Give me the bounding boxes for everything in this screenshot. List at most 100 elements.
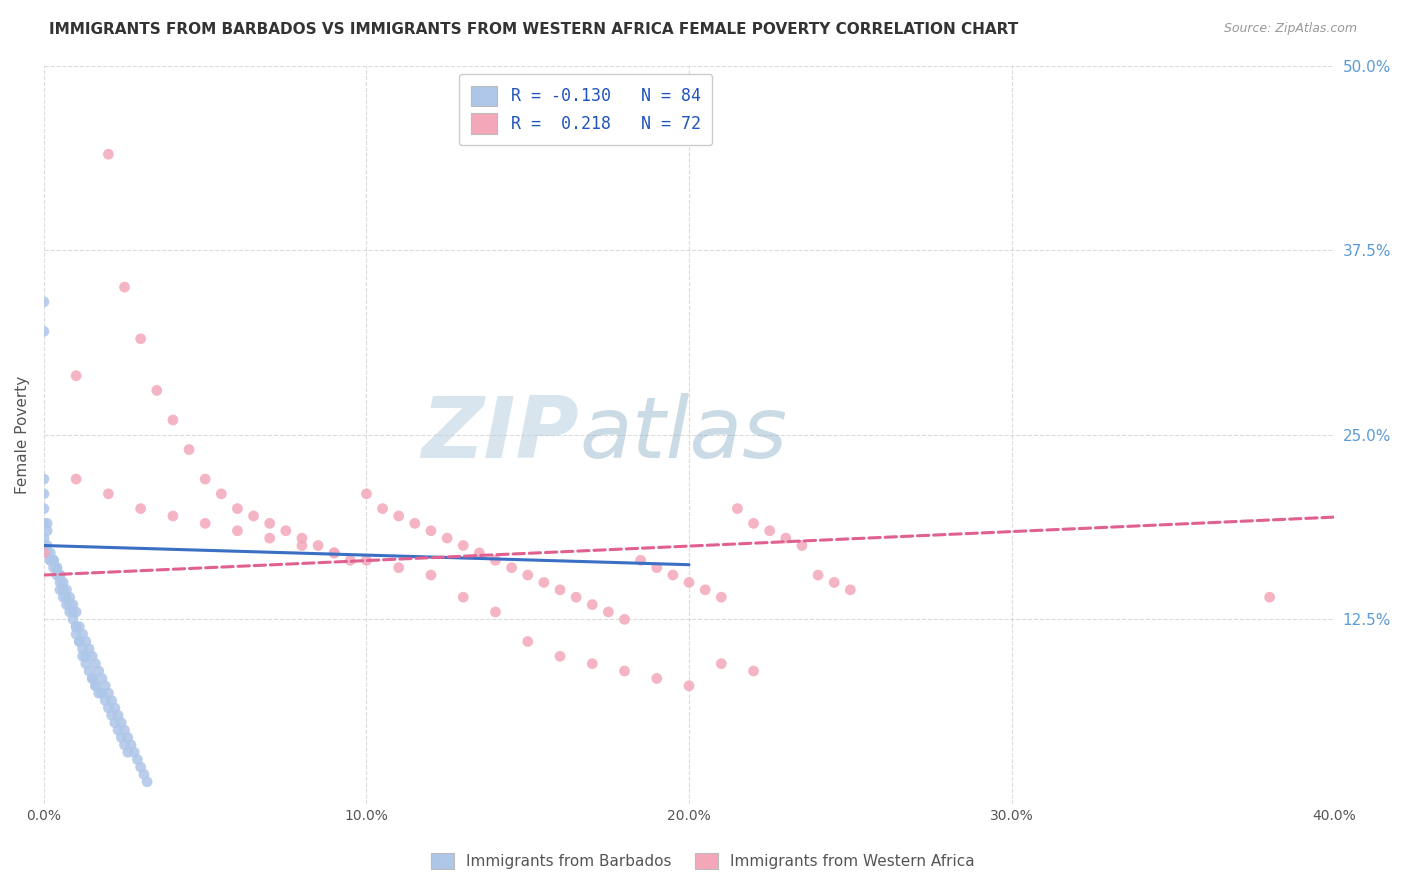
Point bbox=[45, 568, 67, 582]
Point bbox=[91, 686, 114, 700]
Point bbox=[356, 487, 378, 501]
Point bbox=[484, 605, 506, 619]
Point bbox=[291, 539, 314, 553]
Point bbox=[177, 442, 200, 457]
Point bbox=[49, 575, 72, 590]
Point bbox=[67, 620, 90, 634]
Point bbox=[87, 686, 110, 700]
Point bbox=[107, 723, 129, 737]
Point bbox=[110, 715, 132, 730]
Point bbox=[45, 560, 67, 574]
Point bbox=[72, 627, 94, 641]
Point bbox=[242, 508, 264, 523]
Point bbox=[32, 531, 55, 545]
Point bbox=[420, 568, 443, 582]
Point bbox=[37, 516, 59, 531]
Point bbox=[32, 546, 55, 560]
Point bbox=[117, 731, 139, 745]
Text: IMMIGRANTS FROM BARBADOS VS IMMIGRANTS FROM WESTERN AFRICA FEMALE POVERTY CORREL: IMMIGRANTS FROM BARBADOS VS IMMIGRANTS F… bbox=[49, 22, 1018, 37]
Point bbox=[75, 634, 97, 648]
Point bbox=[82, 672, 104, 686]
Legend: R = -0.130   N = 84, R =  0.218   N = 72: R = -0.130 N = 84, R = 0.218 N = 72 bbox=[460, 74, 713, 145]
Point bbox=[120, 738, 142, 752]
Point bbox=[613, 664, 636, 678]
Point bbox=[742, 664, 765, 678]
Text: atlas: atlas bbox=[579, 393, 787, 476]
Point bbox=[97, 487, 120, 501]
Point bbox=[55, 590, 77, 604]
Point bbox=[77, 664, 100, 678]
Point bbox=[516, 568, 538, 582]
Point bbox=[52, 575, 75, 590]
Point bbox=[82, 649, 104, 664]
Point bbox=[129, 332, 152, 346]
Point bbox=[162, 413, 184, 427]
Point bbox=[87, 664, 110, 678]
Point bbox=[39, 546, 62, 560]
Point bbox=[194, 516, 217, 531]
Point bbox=[97, 686, 120, 700]
Point bbox=[32, 472, 55, 486]
Point bbox=[451, 539, 474, 553]
Point bbox=[613, 612, 636, 626]
Point bbox=[32, 325, 55, 339]
Point bbox=[645, 560, 668, 574]
Point bbox=[581, 657, 603, 671]
Point bbox=[59, 605, 82, 619]
Point bbox=[110, 731, 132, 745]
Point bbox=[129, 501, 152, 516]
Point bbox=[146, 384, 169, 398]
Point bbox=[97, 147, 120, 161]
Point bbox=[823, 575, 845, 590]
Point bbox=[226, 501, 249, 516]
Point bbox=[484, 553, 506, 567]
Point bbox=[371, 501, 394, 516]
Point bbox=[114, 280, 136, 294]
Point bbox=[710, 590, 733, 604]
Point bbox=[94, 679, 117, 693]
Point bbox=[117, 745, 139, 759]
Legend: Immigrants from Barbados, Immigrants from Western Africa: Immigrants from Barbados, Immigrants fro… bbox=[425, 847, 981, 875]
Point bbox=[807, 568, 830, 582]
Point bbox=[59, 590, 82, 604]
Point bbox=[52, 582, 75, 597]
Point bbox=[100, 693, 122, 707]
Point bbox=[39, 553, 62, 567]
Point bbox=[42, 553, 65, 567]
Point bbox=[598, 605, 620, 619]
Point bbox=[37, 539, 59, 553]
Point bbox=[77, 641, 100, 656]
Point bbox=[122, 745, 145, 759]
Point bbox=[501, 560, 523, 574]
Point bbox=[695, 582, 717, 597]
Point bbox=[104, 701, 127, 715]
Point bbox=[388, 560, 411, 574]
Point bbox=[91, 672, 114, 686]
Point bbox=[710, 657, 733, 671]
Point bbox=[259, 531, 281, 545]
Point bbox=[725, 501, 748, 516]
Point bbox=[82, 672, 104, 686]
Point bbox=[32, 539, 55, 553]
Point bbox=[742, 516, 765, 531]
Point bbox=[104, 715, 127, 730]
Point bbox=[662, 568, 685, 582]
Y-axis label: Female Poverty: Female Poverty bbox=[15, 376, 30, 494]
Point bbox=[32, 516, 55, 531]
Point bbox=[468, 546, 491, 560]
Point bbox=[75, 649, 97, 664]
Point bbox=[404, 516, 426, 531]
Point bbox=[52, 590, 75, 604]
Point bbox=[307, 539, 329, 553]
Text: ZIP: ZIP bbox=[422, 393, 579, 476]
Point bbox=[72, 649, 94, 664]
Point bbox=[790, 539, 813, 553]
Point bbox=[65, 472, 87, 486]
Point bbox=[114, 738, 136, 752]
Point bbox=[65, 627, 87, 641]
Point bbox=[194, 472, 217, 486]
Point bbox=[100, 708, 122, 723]
Point bbox=[516, 634, 538, 648]
Point bbox=[136, 774, 159, 789]
Point bbox=[323, 546, 346, 560]
